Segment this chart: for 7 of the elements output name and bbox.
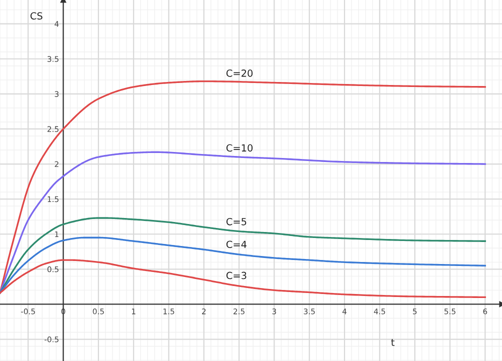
series-label: C=10 (226, 144, 253, 152)
y-axis-title: CS (30, 12, 42, 20)
series-label: C=3 (226, 272, 246, 280)
series-label: C=20 (226, 70, 253, 77)
series-label: C=5 (226, 218, 246, 226)
series-label: C=4 (226, 240, 246, 248)
x-axis-title: t (391, 339, 394, 346)
